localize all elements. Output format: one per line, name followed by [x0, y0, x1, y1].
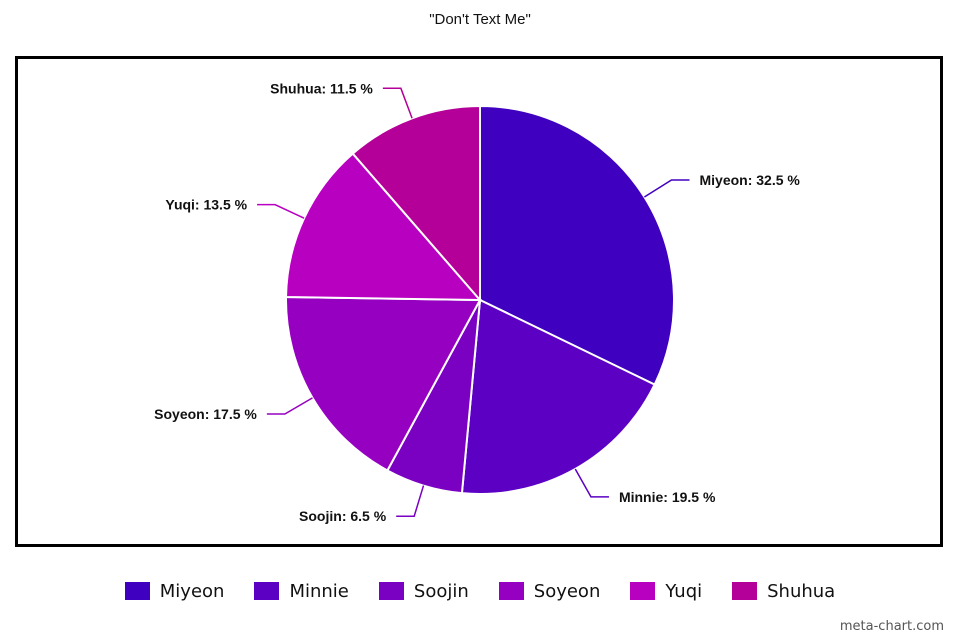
legend-item-shuhua[interactable]: Shuhua — [732, 581, 835, 602]
pie-slice-soyeon[interactable] — [285, 295, 482, 472]
slice-label-soyeon: Soyeon: 17.5 % — [154, 406, 257, 422]
slice-label-soojin: Soojin: 6.5 % — [299, 508, 387, 524]
chart-title: "Don't Text Me" — [429, 11, 531, 28]
legend-swatch — [124, 582, 150, 600]
legend-swatch — [630, 582, 656, 600]
legend-label: Soojin — [413, 580, 469, 602]
legend-swatch — [732, 582, 758, 600]
slice-label-yuqi: Yuqi: 13.5 % — [165, 197, 247, 213]
label-connector-miyeon — [643, 179, 690, 198]
legend-label: Miyeon — [159, 580, 225, 602]
slice-label-miyeon: Miyeon: 32.5 % — [699, 172, 800, 188]
legend-swatch — [254, 582, 280, 600]
slice-label-minnie: Minnie: 19.5 % — [619, 489, 716, 505]
legend-label: Minnie — [289, 580, 349, 602]
pie-slice-yuqi[interactable] — [285, 152, 483, 302]
legend-label: Soyeon — [533, 580, 601, 602]
legend-item-miyeon[interactable]: Miyeon — [124, 580, 225, 602]
legend-item-soojin[interactable]: Soojin — [378, 580, 469, 602]
plot-frame — [15, 56, 943, 547]
legend-label: Yuqi — [665, 580, 703, 602]
pie-slice-minnie[interactable] — [460, 298, 656, 495]
legend-item-minnie[interactable]: Minnie — [254, 580, 349, 602]
label-connector-soojin — [396, 485, 425, 517]
slice-label-shuhua: Shuhua: 11.5 % — [270, 80, 373, 96]
label-connector-minnie — [574, 468, 609, 498]
legend-swatch — [378, 582, 404, 600]
watermark: meta-chart.com — [839, 619, 944, 634]
legend: Miyeon Minnie Soojin Soyeon Yuqi Shuhua — [0, 578, 960, 604]
label-connector-yuqi — [257, 203, 305, 219]
legend-item-soyeon[interactable]: Soyeon — [498, 580, 601, 602]
label-connector-soyeon — [266, 397, 313, 415]
legend-item-yuqi[interactable]: Yuqi — [630, 581, 702, 602]
legend-label: Shuhua — [767, 580, 836, 602]
label-connector-shuhua — [382, 87, 413, 119]
legend-swatch — [498, 582, 524, 600]
